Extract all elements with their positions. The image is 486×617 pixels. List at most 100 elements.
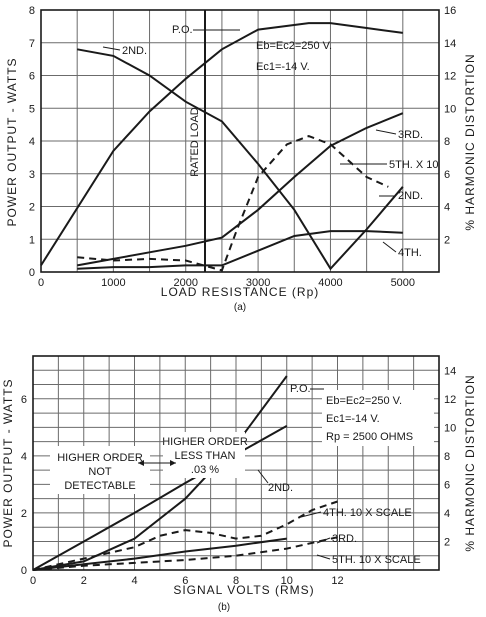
y-right-tick-label: 4 [444,202,450,214]
leader-4th-a [382,241,397,253]
series-label-3rd-b: 3RD. [332,533,357,545]
y-right-tick-label: 2 [444,536,450,548]
x-tick-label: 2000 [173,277,197,289]
y-right-tick-label: 14 [444,365,456,377]
series-line-b-3rd [32,537,287,571]
annotation-detectable: DETECTABLE [64,480,135,492]
annotation-box-right [163,432,245,478]
series-label-5th-b: 5TH. 10 X SCALE [332,554,421,566]
annotation-less-than: LESS THAN [175,450,236,462]
y-right-tick-label: 12 [444,71,456,83]
annotation-higher-order-right: HIGHER ORDER [162,436,248,448]
y-right-tick-label: 16 [444,5,456,17]
y-left-tick-label: 7 [29,38,35,50]
x-tick-label: 2 [81,575,87,587]
conditions-b-line3: Rp = 2500 OHMS [326,431,413,443]
series-label-2nd-b: 2ND. [268,482,293,494]
y-right-tick-label: 12 [444,394,456,406]
annotation-percent: .03 % [191,464,219,476]
boundary-arrow-head-right [170,460,176,466]
series-line-a-p-o [40,22,403,266]
series-label-2nd-right-a: 2ND. [398,190,423,202]
y-right-tick-label: 8 [444,451,450,463]
series-group-a [40,22,404,272]
plot-frame-b [32,355,440,571]
x-tick-label: 5000 [391,277,415,289]
boundary-arrow-head-left [138,460,144,466]
x-tick-label: 12 [331,575,343,587]
chart-panel-b: 0 2 4 6 8 10 12 0 2 4 6 2 4 6 8 10 12 14 SIGNAL VOLTS (RM… [1,355,477,613]
conditions-b-line1: Eb=Ec2=250 V. [326,395,402,407]
leader-4th-b [300,511,322,518]
series-label-5th-a: 5TH. X 10 [389,159,439,171]
x-tick-label: 4000 [318,277,342,289]
leader-2nd-b [257,469,269,484]
y-left-tick-label: 6 [21,394,27,406]
y-left-tick-label: 8 [29,5,35,17]
x-tick-label: 0 [30,575,36,587]
conditions-a-line2: Ec1=-14 V. [256,61,310,73]
plot-frame-a [40,9,440,273]
y-right-tick-label: 6 [444,169,450,181]
y-left-label-b: POWER OUTPUT - WATTS [1,378,15,547]
annotation-higher-order-left: HIGHER ORDER [57,452,143,464]
caption-a: (a) [234,302,246,313]
series-label-po-a: P.O. [172,24,193,36]
y-right-tick-label: 8 [444,136,450,148]
conditions-box-b [322,390,434,446]
y-right-label-b: % HARMONIC DISTORTION [463,374,477,551]
annotation-not: NOT [88,466,112,478]
y-left-tick-label: 3 [29,169,35,181]
y-left-tick-label: 4 [29,136,35,148]
y-left-tick-label: 4 [21,451,27,463]
x-tick-label: 3000 [246,277,270,289]
rated-load-label: RATED LOAD [189,107,201,177]
conditions-b-line2: Ec1=-14 V. [326,413,380,425]
series-label-po-b: P.O. [290,383,311,395]
y-right-tick-label: 10 [444,422,456,434]
leader-3rd-b [316,537,331,544]
leader-5th-b [316,554,331,560]
y-right-tick-label: 4 [444,508,450,520]
series-line-a-2nd [77,48,404,271]
y-left-tick-label: 0 [29,267,35,279]
y-right-tick-label: 14 [444,38,456,50]
y-right-tick-label: 10 [444,103,456,115]
y-left-tick-label: 2 [29,202,35,214]
x-tick-label: 6 [182,575,188,587]
series-line-b-5th-10-x-scale [32,536,338,571]
x-tick-label: 8 [233,575,239,587]
leader-2nd-a [102,46,121,51]
ticks-b: 0 2 4 6 8 10 12 0 2 4 6 2 4 6 8 10 12 14 [21,365,456,587]
y-right-tick-label: 2 [444,234,450,246]
x-tick-label: 1000 [101,277,125,289]
chart-panel-a: 0 1000 2000 3000 4000 50000123456782468101214… [5,5,477,313]
series-label-4th-a: 4TH. [398,247,422,259]
x-axis-label-a: LOAD RESISTANCE (Rp) [161,285,319,299]
series-label-3rd-a: 3RD. [398,129,423,141]
series-label-4th-b: 4TH. 10 X SCALE [323,507,412,519]
y-left-tick-label: 2 [21,508,27,520]
series-label-2nd-a: 2ND. [122,45,147,57]
y-left-label-a: POWER OUTPUT - WATTS [5,57,19,226]
y-left-tick-label: 0 [21,565,27,577]
y-right-label-a: % HARMONIC DISTORTION [463,53,477,230]
x-tick-label: 10 [281,575,293,587]
ticks-a: 0 1000 2000 3000 4000 50000123456782468101214… [29,5,456,289]
x-tick-label: 0 [38,277,44,289]
y-left-tick-label: 1 [29,234,35,246]
leader-3rd-a [375,129,397,135]
y-left-tick-label: 6 [29,71,35,83]
x-axis-label-b: SIGNAL VOLTS (RMS) [173,583,314,597]
series-line-b-4th-10-x-scale [32,500,338,571]
conditions-a-line1: Eb=Ec2=250 V. [256,40,332,52]
y-right-tick-label: 6 [444,479,450,491]
y-left-tick-label: 5 [29,103,35,115]
series-line-a-5th-x-10 [77,135,389,272]
x-tick-label: 4 [131,575,137,587]
caption-b: (b) [218,602,230,613]
annotation-box-left [50,446,150,494]
grid-a [40,9,440,273]
series-line-a-4th [77,230,403,270]
